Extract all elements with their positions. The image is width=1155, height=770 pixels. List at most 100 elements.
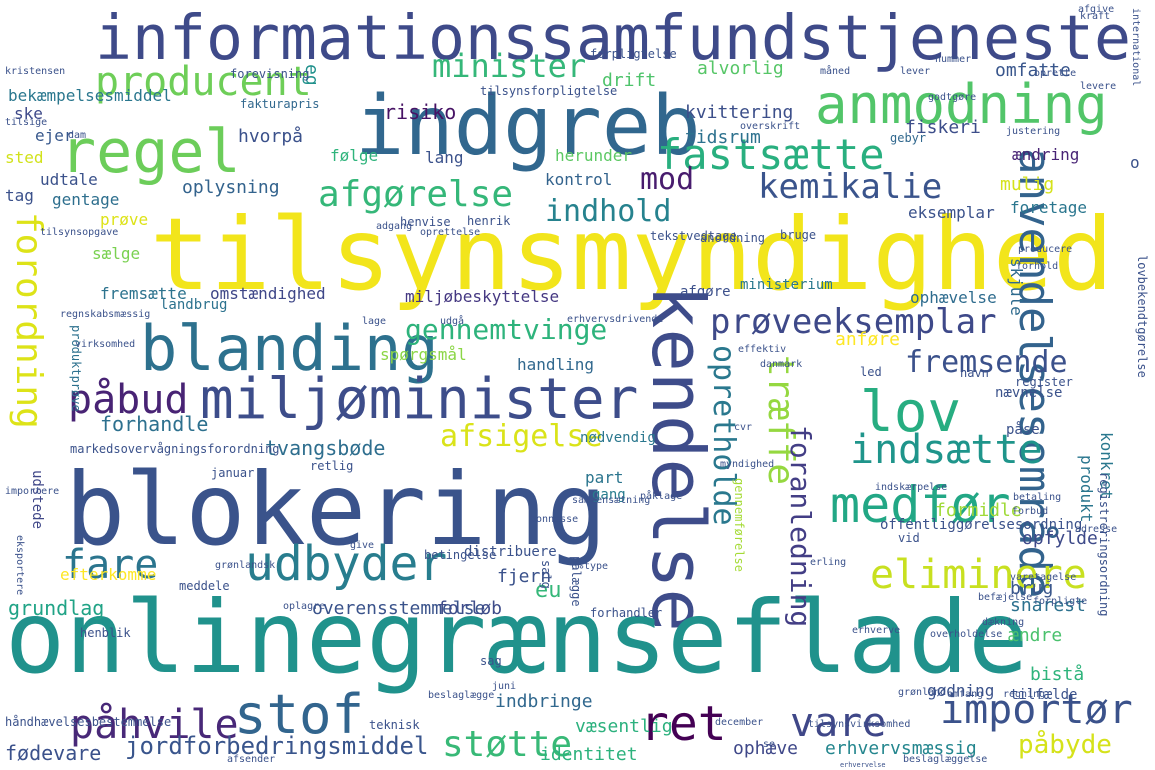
cloud-word: oplagre [283, 601, 326, 612]
cloud-word: dækning [982, 617, 1025, 628]
cloud-word: påklage [640, 491, 683, 502]
cloud-word: henrik [467, 214, 511, 228]
cloud-word: afgørelse [318, 174, 514, 215]
cloud-word: afgive [1078, 4, 1115, 15]
cloud-word: henblik [80, 626, 131, 640]
cloud-word: udtale [40, 170, 98, 189]
cloud-word: regning [1003, 689, 1046, 700]
cloud-word: tekstvedtage [650, 229, 737, 243]
cloud-word: beslaglæggelse [903, 754, 988, 765]
cloud-word: henvise [400, 215, 451, 229]
cloud-word: udbyder [245, 536, 448, 592]
cloud-word: udgå [440, 316, 465, 327]
cloud-word: lang [425, 148, 464, 167]
cloud-word: fare [62, 542, 159, 588]
cloud-word: onlinegrænseflade [5, 579, 1029, 696]
cloud-word: retlig [310, 459, 354, 473]
cloud-word: ske [14, 104, 43, 123]
cloud-word: fastsætte [657, 130, 885, 179]
cloud-word: gang [592, 487, 626, 503]
cloud-word: måned [820, 66, 851, 77]
cloud-word: offentliggørelsesordning [880, 517, 1083, 533]
cloud-word: miljøbeskyttelse [405, 287, 560, 306]
cloud-word: adresse [1075, 524, 1118, 535]
cloud-word: medfør [830, 476, 1011, 534]
cloud-word: meddele [179, 579, 230, 593]
cloud-word: oprette [1034, 68, 1077, 79]
cloud-word: afsigelse [440, 419, 603, 454]
cloud-word: efterkomme [60, 565, 157, 584]
cloud-word: forhandle [100, 412, 209, 436]
cloud-word: justering [1006, 126, 1061, 137]
cloud-word: prøveeksemplar [710, 302, 997, 342]
cloud-word: anføre [835, 329, 901, 350]
cloud-word: erling [810, 557, 847, 568]
cloud-word: befæjelse [978, 592, 1033, 603]
cloud-word: kristensen [5, 66, 66, 77]
cloud-word: januar [211, 466, 255, 480]
cloud-word: forevisning [230, 67, 310, 81]
cloud-word: sammensætning [572, 495, 651, 506]
cloud-word: omstændighed [210, 284, 326, 303]
cloud-word: jordforbedringsmiddel [125, 732, 429, 760]
cloud-word: erhvervelse [840, 761, 886, 769]
cloud-word: afsender [227, 754, 276, 765]
cloud-word: registreringsordning [1097, 472, 1111, 617]
cloud-word: register [1015, 375, 1073, 389]
cloud-word: produktprøve [69, 325, 83, 412]
cloud-word: godtgøre [928, 92, 977, 103]
cloud-word: tilsynsopgave [40, 227, 119, 238]
cloud-word: dam [68, 130, 87, 141]
cloud-word: vid [898, 531, 920, 545]
cloud-word: ændre [1008, 625, 1063, 646]
cloud-word: prøve [100, 210, 149, 229]
cloud-word: ændring [1012, 145, 1080, 164]
cloud-word: handling [517, 355, 595, 374]
cloud-word: mod [640, 162, 695, 197]
cloud-word: ophæve [733, 738, 799, 759]
cloud-word: foretage [1010, 198, 1088, 217]
cloud-word: eliminere [870, 552, 1087, 598]
cloud-word: omfang [947, 689, 984, 700]
cloud-word: foranledning [784, 425, 817, 628]
cloud-word: part [585, 468, 624, 487]
cloud-word: anordning [700, 231, 766, 245]
cloud-word: hvorpå [238, 126, 304, 147]
cloud-word: forhold [1016, 261, 1059, 272]
cloud-word: teknisk [369, 718, 420, 732]
cloud-word: ret [640, 696, 727, 752]
cloud-word: international [1130, 8, 1141, 87]
cloud-word: gebyr [890, 131, 927, 145]
cloud-word: fremsætte [100, 284, 187, 303]
cloud-word: opfylde [1022, 528, 1098, 549]
cloud-word: herunder [555, 146, 633, 165]
cloud-word: overskrift [740, 121, 801, 132]
cloud-word: påse [1006, 422, 1040, 438]
cloud-word: håndhævelsesbestemmelse [5, 715, 172, 729]
cloud-word: kvittering [685, 102, 794, 123]
cloud-word: ophævelse [910, 288, 997, 307]
cloud-word: indbringe [495, 691, 593, 712]
cloud-word: sag [480, 654, 502, 668]
cloud-word: december [715, 717, 764, 728]
cloud-word: indsætte [850, 427, 1043, 473]
cloud-word: påbyde [1018, 730, 1112, 760]
cloud-word: eksportere [14, 535, 25, 596]
cloud-word: nummer [935, 54, 972, 65]
cloud-word: indskærpelse [875, 482, 948, 493]
cloud-word: risiko [384, 100, 457, 124]
cloud-word: sælge [92, 244, 141, 263]
cloud-word: levere [1080, 81, 1117, 92]
cloud-word: tilsynsforpligtelse [480, 84, 618, 98]
cloud-word: regnskabsmæssig [60, 309, 151, 320]
cloud-word: forløb [437, 598, 503, 619]
cloud-word: danmark [760, 359, 803, 370]
cloud-word: fremsende [905, 345, 1068, 380]
cloud-word: drift [602, 70, 657, 91]
cloud-word: markedsovervågningsforordning [70, 442, 280, 456]
cloud-word: tidsrum [685, 127, 761, 148]
cloud-word: eksemplar [908, 203, 995, 222]
cloud-word: overensstemmelse [312, 598, 486, 619]
cloud-word: påbud [68, 377, 189, 423]
